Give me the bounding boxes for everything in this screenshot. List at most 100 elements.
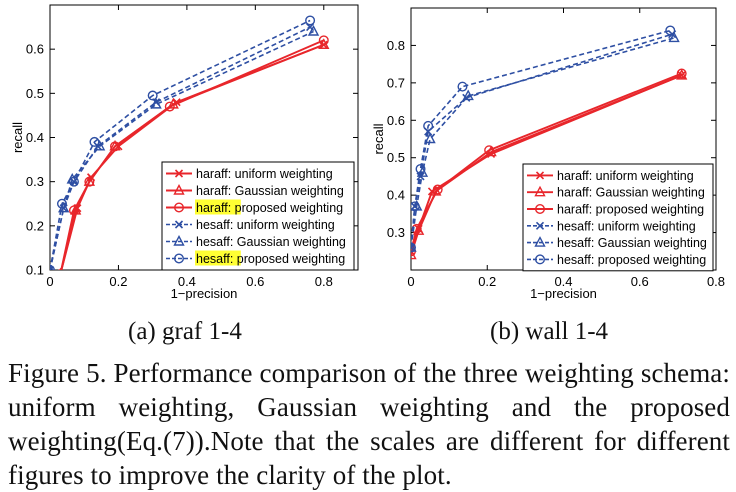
legend-label: haraff: uniform weighting: [557, 169, 694, 183]
y-tick-label: 0.6: [26, 42, 44, 57]
data-point-haraff-triangle: [59, 267, 62, 270]
x-tick-label: 0: [46, 274, 53, 289]
data-point-haraff-circle: [84, 176, 95, 187]
data-point-hesaff-x: [411, 243, 416, 252]
x-axis-label: 1−precision: [530, 286, 597, 301]
data-point-hesaff-triangle: [462, 89, 474, 101]
y-tick-label: 0.1: [26, 263, 44, 278]
data-point-hesaff-circle: [411, 242, 416, 253]
y-tick-label: 0.5: [26, 86, 44, 101]
data-point-hesaff-circle: [665, 25, 676, 36]
legend-marker: [535, 171, 545, 180]
subfigure-label-a: (a) graf 1-4: [128, 318, 242, 345]
y-tick-label: 0.8: [387, 38, 405, 53]
data-point-hesaff-circle: [423, 120, 434, 131]
legend-label: haraff: proposed weighting: [557, 203, 704, 217]
x-tick-label: 0.6: [631, 274, 649, 289]
legend-label: hesaff: Gaussian weighting: [196, 235, 346, 249]
legend-marker: [534, 236, 546, 247]
legend: haraff: uniform weighting haraff: Gaussia…: [161, 161, 355, 271]
x-tick-label: 0.4: [554, 274, 572, 289]
data-point-hesaff-circle: [89, 136, 100, 147]
data-point-hesaff-circle: [68, 176, 79, 187]
data-point-haraff-circle: [57, 269, 63, 270]
x-tick-label: 0: [407, 274, 414, 289]
y-axis-label: recall: [371, 123, 386, 154]
legend-marker: [535, 203, 546, 214]
data-point-hesaff-triangle: [424, 132, 436, 144]
data-point-haraff-circle: [432, 184, 443, 195]
legend-label: hesaff: Gaussian weighting: [557, 236, 707, 250]
x-tick-label: 0.2: [478, 274, 496, 289]
figure-caption: Figure 5. Performance comparison of the …: [8, 358, 730, 490]
series-line-hesaff-triangle: [411, 37, 675, 248]
legend-marker: [173, 253, 184, 264]
legend-marker: [173, 235, 185, 246]
data-point-haraff-circle: [164, 101, 175, 112]
y-axis-label: recall: [10, 122, 25, 153]
data-point-hesaff-triangle: [411, 241, 417, 252]
legend: haraff: uniform weighting haraff: Gaussia…: [522, 163, 714, 272]
series-line-hesaff-circle: [411, 29, 671, 248]
data-point-hesaff-x: [50, 265, 55, 270]
series-layer: [50, 15, 330, 278]
legend-label: haraff: proposed weighting: [196, 201, 343, 215]
data-point-hesaff-triangle: [307, 25, 320, 36]
y-tick-label: 0.2: [26, 218, 44, 233]
subfigure-label-b: (b) wall 1-4: [490, 318, 609, 345]
x-tick-label: 0.6: [246, 274, 264, 289]
data-point-haraff-triangle: [411, 248, 417, 260]
x-axis-label: 1−precision: [171, 286, 238, 301]
data-point-haraff-circle: [68, 205, 79, 216]
y-tick-label: 0.7: [387, 75, 405, 90]
data-point-haraff-circle: [110, 141, 121, 152]
legend-highlight: [195, 250, 241, 266]
legend-label: hesaff: uniform weighting: [557, 219, 696, 233]
legend-label: haraff: Gaussian weighting: [196, 184, 344, 198]
data-point-hesaff-circle: [147, 90, 158, 101]
data-point-haraff-circle: [484, 145, 495, 156]
legend-label: haraff: Gaussian weighting: [557, 186, 705, 200]
legend-box: [161, 161, 355, 271]
y-tick-label: 0.3: [26, 174, 44, 189]
y-tick-label: 0.3: [387, 225, 405, 240]
legend-highlight: [195, 199, 241, 215]
legend-marker: [535, 254, 546, 265]
x-tick-label: 0.4: [178, 274, 196, 289]
data-point-hesaff-circle: [56, 198, 67, 209]
series-layer: [411, 25, 688, 260]
data-point-haraff-x: [57, 271, 64, 278]
x-tick-label: 0.8: [315, 274, 333, 289]
data-point-hesaff-circle: [415, 163, 426, 174]
legend-label: hesaff: proposed weighting: [557, 253, 706, 267]
data-point-haraff-circle: [318, 35, 329, 46]
chart-graf: 0 0.2 0.4 0.6 0.8 0.1 0.2 0.3 0.4 0.5 0.6 1−precisi…: [10, 4, 359, 301]
data-point-hesaff-circle: [50, 265, 55, 270]
x-tick-label: 0.2: [109, 274, 127, 289]
data-point-hesaff-triangle: [150, 97, 162, 109]
legend-marker: [174, 220, 184, 229]
y-tick-label: 0.4: [387, 188, 405, 203]
data-point-haraff-triangle: [83, 175, 96, 186]
legend-box: [522, 163, 714, 272]
y-tick-label: 0.5: [387, 150, 405, 165]
data-point-hesaff-triangle: [50, 263, 54, 270]
data-point-haraff-circle: [676, 68, 687, 79]
chart-wall: 0 0.2 0.4 0.6 0.8 0.3 0.4 0.5 0.6 0.7 0.8 1−precisi…: [371, 7, 725, 301]
legend-marker: [173, 202, 184, 213]
legend-marker: [173, 184, 185, 195]
data-point-hesaff-circle: [411, 201, 420, 212]
series-line-hesaff-circle: [50, 19, 311, 270]
legend-label: hesaff: proposed weighting: [196, 252, 345, 266]
legend-marker: [535, 221, 545, 230]
y-tick-label: 0.6: [387, 113, 405, 128]
y-tick-label: 0.4: [26, 130, 44, 145]
legend-marker: [174, 169, 184, 178]
x-tick-label: 0.8: [707, 274, 725, 289]
data-point-hesaff-circle: [457, 81, 468, 92]
legend-marker: [534, 185, 546, 197]
data-point-hesaff-triangle: [668, 31, 680, 43]
series-line-hesaff-triangle: [50, 30, 314, 270]
legend-label: hesaff: uniform weighting: [196, 218, 335, 232]
